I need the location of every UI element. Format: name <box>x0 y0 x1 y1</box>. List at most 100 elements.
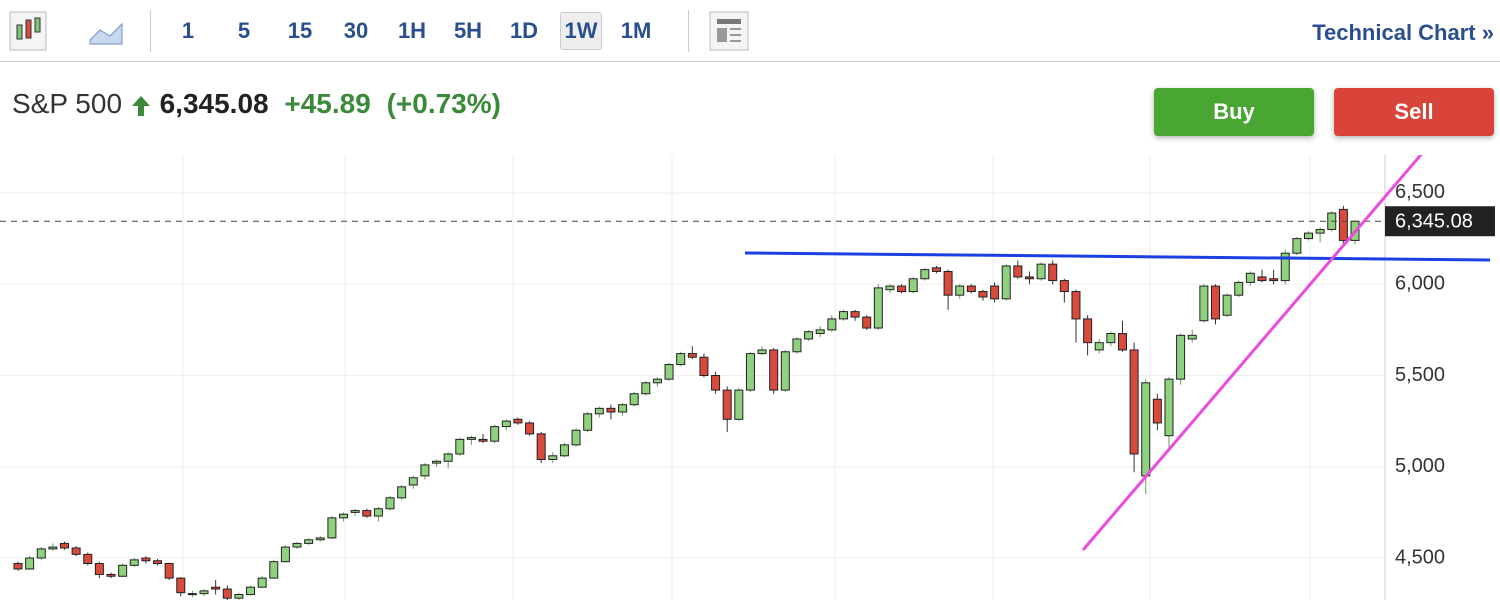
last-price: 6,345.08 <box>159 88 269 119</box>
candle-body <box>652 378 662 384</box>
candle-body <box>757 349 767 355</box>
candle-body <box>292 542 302 548</box>
technical-chart-link[interactable]: Technical Chart » <box>1312 20 1494 46</box>
candle-body <box>559 444 569 457</box>
candle-body <box>978 291 988 298</box>
candle-body <box>1164 378 1174 437</box>
link-text: Technical Chart <box>1312 20 1476 45</box>
candle-body <box>513 418 523 424</box>
candle-body <box>36 548 46 559</box>
candle-body <box>629 393 639 406</box>
candle-body <box>1245 272 1255 283</box>
candle-body <box>362 510 372 517</box>
candle-body <box>327 517 337 539</box>
candle-body <box>490 426 500 442</box>
candle-body <box>618 404 628 413</box>
candle-body <box>1280 252 1290 282</box>
candle-body <box>1292 238 1302 254</box>
resistance-line <box>744 251 1491 262</box>
divider <box>150 10 151 52</box>
candle-body <box>1013 265 1023 278</box>
candle-body <box>222 588 232 599</box>
candle-body <box>246 586 256 596</box>
candle-body <box>792 338 802 353</box>
divider <box>688 10 689 52</box>
interval-button[interactable]: 15 <box>287 18 313 43</box>
interval-button[interactable]: 30 <box>343 18 369 43</box>
candle-body <box>164 562 174 579</box>
candle-body <box>897 285 907 293</box>
candle-body <box>931 267 941 272</box>
candle-body <box>699 356 709 376</box>
candle-body <box>966 285 976 293</box>
interval-button[interactable]: 1 <box>181 18 195 43</box>
candle-body <box>804 331 814 340</box>
interval-button[interactable]: 1D <box>509 18 539 43</box>
candle-body <box>339 513 349 519</box>
candle-body <box>1152 398 1162 424</box>
candle-body <box>1303 232 1313 240</box>
candle-body <box>908 278 918 293</box>
buy-button[interactable]: Buy <box>1154 88 1314 136</box>
candle-body <box>1117 333 1127 351</box>
candle-body <box>1001 265 1011 300</box>
candle-body <box>850 311 860 318</box>
candle-body <box>432 460 442 464</box>
y-tick-label: 5,500 <box>1395 364 1445 386</box>
candle-body <box>711 374 721 391</box>
candle-body <box>815 329 825 335</box>
y-tick-label: 6,000 <box>1395 273 1445 295</box>
candle-body <box>315 537 325 541</box>
candle-body <box>1234 281 1244 296</box>
candle-body <box>94 562 104 575</box>
candle-body <box>1187 334 1197 340</box>
candle-body <box>269 561 279 579</box>
candle-body <box>1210 285 1220 320</box>
candle-body <box>676 353 686 366</box>
candle-body <box>373 508 383 517</box>
candle-body <box>1024 276 1034 280</box>
candle-body <box>397 486 407 499</box>
candle-body <box>990 285 1000 300</box>
candle-body <box>118 564 128 577</box>
candle-body <box>48 546 58 550</box>
candle-body <box>1071 291 1081 320</box>
candle-body <box>60 542 70 549</box>
candle-body <box>873 287 883 329</box>
news-icon[interactable] <box>708 0 752 62</box>
candle-body <box>780 351 790 391</box>
sell-button[interactable]: Sell <box>1334 88 1494 136</box>
instrument-name: S&P 500 <box>12 88 123 119</box>
interval-button[interactable]: 1W <box>560 12 602 50</box>
interval-button[interactable]: 5 <box>237 18 251 43</box>
candle-body <box>1106 333 1116 344</box>
candle-body <box>1059 280 1069 293</box>
line-icon[interactable] <box>88 0 128 62</box>
candle-body <box>141 557 151 562</box>
candle-body <box>525 422 535 435</box>
change-pct: (+0.73%) <box>386 88 501 119</box>
candle-body <box>350 510 360 513</box>
candle-body <box>734 389 744 420</box>
candle-icon[interactable] <box>8 0 68 62</box>
candle-body <box>13 562 23 570</box>
candle-body <box>548 455 558 460</box>
up-arrow <box>131 95 150 116</box>
candle-body <box>571 429 581 446</box>
toolbar: 1 5 15 30 1H 5H 1D 1W 1M Technical Chart » <box>0 0 1500 62</box>
interval-button[interactable]: 1H <box>397 18 427 43</box>
candle-body <box>606 407 616 413</box>
candle-body <box>478 438 488 442</box>
candle-body <box>153 560 163 564</box>
interval-button[interactable]: 1M <box>620 18 652 43</box>
trend-line <box>1081 155 1423 551</box>
candle-body <box>687 353 697 358</box>
y-tick-label: 4,500 <box>1395 546 1445 568</box>
candle-body <box>455 438 465 455</box>
candle-body <box>211 586 221 590</box>
candle-body <box>745 353 755 391</box>
interval-button[interactable]: 5H <box>453 18 483 43</box>
candle-body <box>176 577 186 594</box>
candle-body <box>443 453 453 462</box>
